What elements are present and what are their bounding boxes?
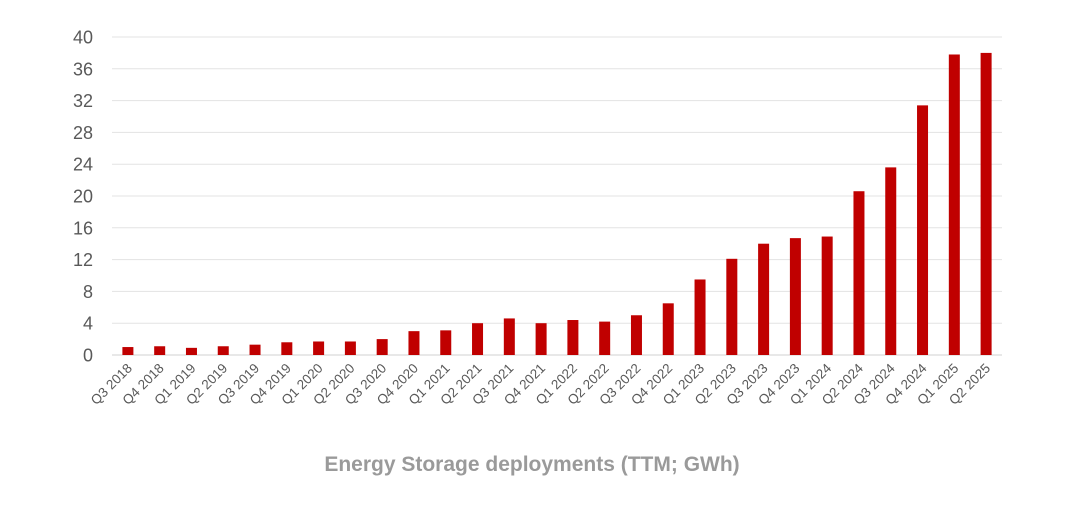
bar (440, 330, 452, 355)
bar (535, 323, 547, 355)
bar (980, 52, 992, 356)
bar (821, 236, 833, 355)
bar (599, 321, 611, 355)
bar (726, 258, 738, 355)
bar (567, 320, 579, 355)
bar (122, 347, 134, 355)
y-tick-label: 12 (73, 250, 93, 270)
bar (853, 191, 865, 355)
bar (281, 342, 293, 355)
bar (185, 347, 197, 355)
bar (217, 346, 229, 355)
y-axis: 0 4 8 12 16 20 24 28 32 36 40 (73, 28, 93, 366)
bar (344, 341, 356, 355)
y-tick-label: 24 (73, 155, 93, 175)
y-tick-label: 0 (83, 346, 93, 366)
bar (948, 54, 960, 356)
bar (885, 167, 897, 355)
bar (758, 243, 770, 355)
y-tick-label: 8 (83, 282, 93, 302)
bar (503, 318, 515, 355)
bar (694, 279, 706, 355)
gridlines (112, 36, 1002, 356)
bar (472, 323, 484, 355)
bar (249, 344, 261, 355)
y-tick-label: 32 (73, 91, 93, 111)
y-tick-label: 28 (73, 123, 93, 143)
bars (122, 52, 992, 356)
y-tick-label: 4 (83, 314, 93, 334)
bar (789, 238, 801, 355)
y-tick-label: 40 (73, 28, 93, 48)
bar (408, 331, 420, 355)
bar (376, 339, 388, 355)
bar (662, 303, 674, 355)
bar (154, 346, 166, 355)
y-tick-label: 20 (73, 187, 93, 207)
bar (917, 105, 929, 356)
y-tick-label: 16 (73, 218, 93, 238)
x-axis-title: Energy Storage deployments (TTM; GWh) (324, 453, 739, 476)
y-tick-label: 36 (73, 59, 93, 79)
bar (313, 341, 325, 355)
bar (630, 315, 642, 355)
